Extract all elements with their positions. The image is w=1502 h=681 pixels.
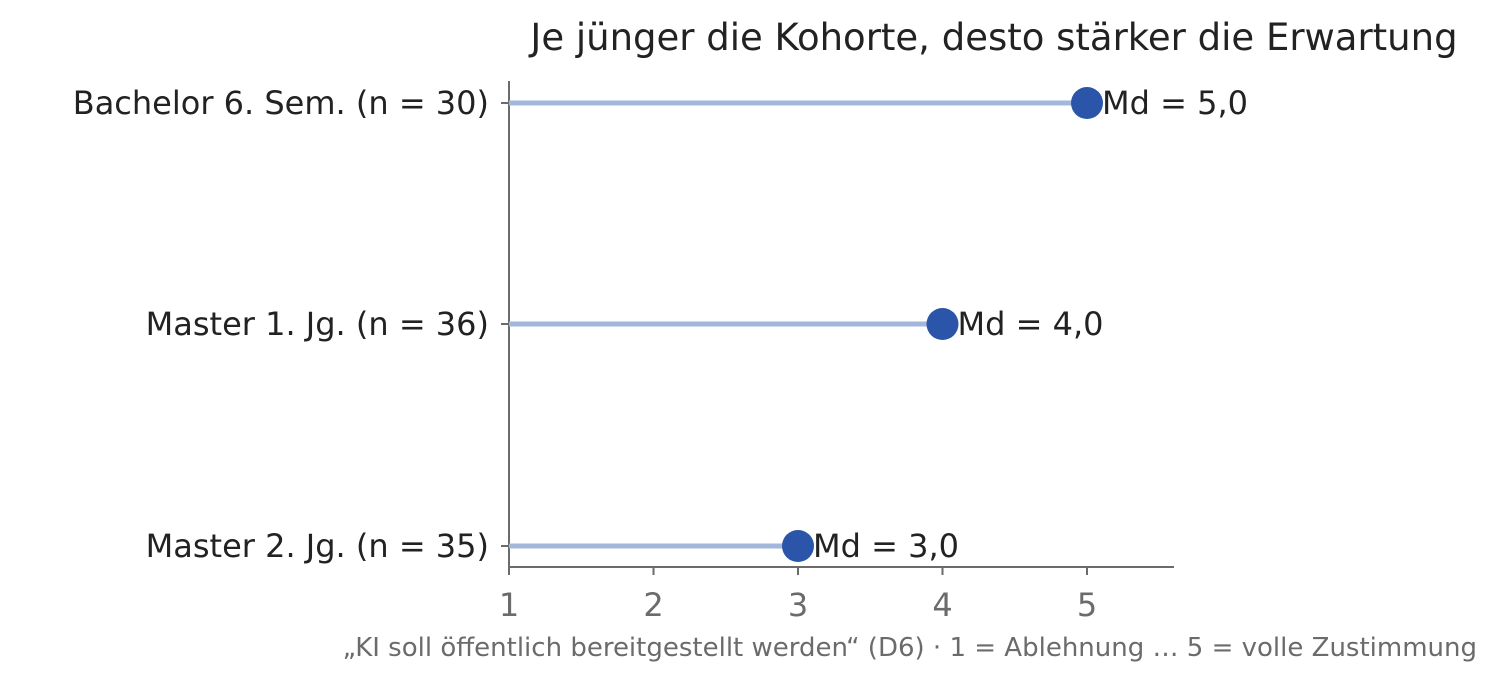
data-label: Md = 3,0 [813,527,959,565]
category-label: Master 2. Jg. (n = 35) [146,527,489,565]
data-label: Md = 5,0 [1102,84,1248,122]
category-label: Bachelor 6. Sem. (n = 30) [73,84,489,122]
plot-area: Bachelor 6. Sem. (n = 30) Master 1. Jg. (… [73,81,1248,624]
x-tick-label: 3 [788,586,808,624]
x-tick-label: 4 [932,586,952,624]
x-tick-label: 2 [643,586,663,624]
x-tick-label: 5 [1077,586,1097,624]
lollipop-dot [926,308,959,340]
data-label: Md = 4,0 [958,305,1104,343]
category-label: Master 1. Jg. (n = 36) [146,305,489,343]
x-axis-label: „KI soll öffentlich bereitgestellt werde… [343,633,1477,663]
lollipop-dot [782,530,814,562]
x-tick-label: 1 [499,586,519,624]
lollipop-dot [1071,87,1103,119]
chart-title: Je jünger die Kohorte, desto stärker die… [528,16,1457,59]
